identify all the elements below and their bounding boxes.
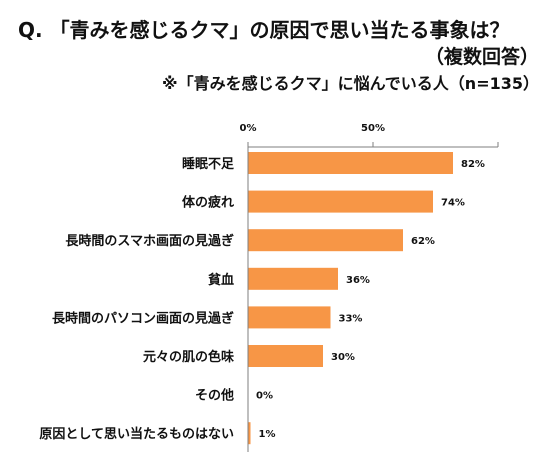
bar [248, 306, 331, 328]
data-label: 33% [339, 313, 363, 324]
category-label: 長時間のパソコン画面の見過ぎ [52, 310, 234, 326]
data-label: 82% [461, 159, 485, 170]
category-label: 原因として思い当たるものはない [39, 426, 234, 442]
category-label: 貧血 [208, 272, 234, 288]
x-tick-label: 50% [361, 123, 385, 134]
data-label: 36% [346, 275, 370, 286]
data-label: 62% [411, 236, 435, 247]
bar [248, 152, 453, 174]
category-label: 長時間のスマホ画面の見過ぎ [65, 233, 234, 249]
bar [248, 191, 433, 213]
data-label: 74% [441, 198, 465, 209]
category-label: 体の疲れ [182, 195, 234, 211]
bar [248, 229, 403, 251]
x-tick-label: 0% [240, 123, 257, 134]
category-label: 元々の肌の色味 [143, 349, 234, 365]
category-label: その他 [195, 388, 234, 404]
data-label: 1% [259, 429, 276, 440]
data-label: 0% [256, 391, 273, 402]
bar [248, 268, 338, 290]
data-label: 30% [331, 352, 355, 363]
category-label: 睡眠不足 [182, 156, 235, 172]
bar [248, 345, 323, 367]
